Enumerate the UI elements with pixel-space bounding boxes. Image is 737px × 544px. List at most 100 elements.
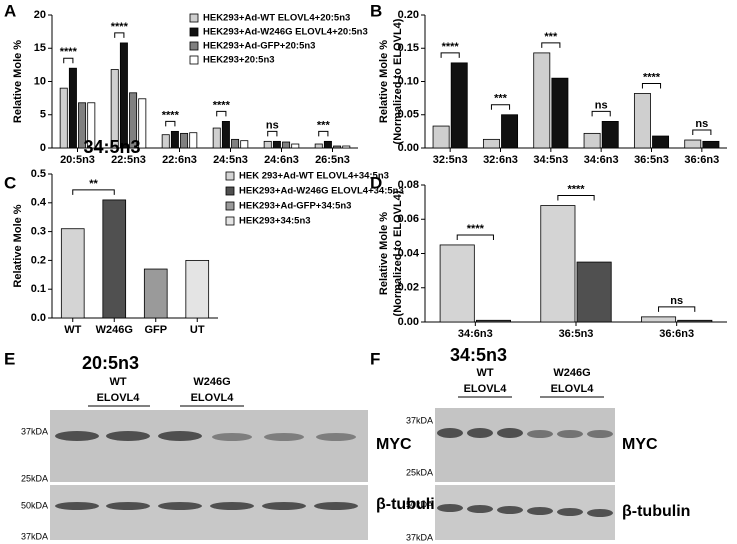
band-label: β-tubulin [622,503,690,520]
bar [501,114,519,149]
y-tick-label: 0.05 [398,109,419,121]
x-tick-label: 22:5n3 [111,154,146,166]
legend-swatch [189,41,199,51]
x-tick-label: UT [190,324,205,336]
legend-swatch [225,201,235,211]
chart-title: 34:5n3 [83,137,140,157]
x-tick-label: 36:5n3 [634,154,669,166]
y-tick-label: 0.5 [31,168,46,180]
bar [240,140,249,149]
y-tick-label: 20 [34,9,46,21]
significance-bracket [541,42,561,48]
panel-letter: D [370,173,382,192]
significance-bracket [641,82,662,89]
bar [60,228,85,319]
marker: 50kDA [21,500,48,510]
group-label: W246G [193,376,230,388]
x-tick-label: GFP [144,324,167,336]
marker: 37kDA [21,531,48,541]
blot-f: 34:5n3 WT ELOVL4 W246G ELOVL4 37kDA 25kD… [406,345,690,543]
y-axis-label: Relative Mole % [378,40,390,123]
x-tick-label: WT [64,324,81,336]
bar [314,143,323,149]
group-label: WT [476,367,493,379]
significance-bracket [658,306,696,312]
legend-swatch [225,216,235,226]
significance-bracket [114,32,125,38]
bar [180,132,189,149]
significance-label: *** [494,93,508,105]
bar [533,52,551,149]
bar [342,145,351,149]
legend-label: HEK293+Ad-W246G ELOVL4+34:5n3 [239,186,404,197]
y-tick-label: 0.1 [31,283,46,295]
y-tick-label: 0.0 [31,312,46,324]
significance-bracket [692,129,712,136]
blot-image [435,408,615,482]
bar [601,121,619,149]
y-tick-label: 0.20 [398,9,419,21]
legend-label: HEK293+Ad-GFP+20:5n3 [203,41,315,52]
bar [129,92,138,149]
significance-bracket [216,110,227,117]
bar [450,62,468,149]
x-tick-label: 22:6n3 [162,154,197,166]
y-tick-label: 10 [34,75,46,87]
x-tick-label: 36:6n3 [684,154,719,166]
x-tick-label: 24:6n3 [264,154,299,166]
band-label: MYC [376,436,412,453]
x-tick-label: 34:5n3 [533,154,568,166]
group-label: ELOVL4 [191,392,235,404]
bar [282,141,291,149]
y-tick-label: 0.06 [398,213,419,225]
significance-bracket [456,234,494,240]
legend-swatch [189,13,199,23]
panel-letter: F [370,349,380,368]
panel-letter: B [370,1,382,20]
bar [702,140,720,149]
band-label: β-tubulin [376,496,444,513]
significance-label: ns [266,119,279,131]
bar [576,261,612,323]
legend-label: HEK293+20:5n3 [203,55,275,66]
significance-bracket [440,52,460,58]
significance-label: **** [213,99,231,111]
bar [231,138,240,149]
y-tick-label: 0.02 [398,282,419,294]
panel-letter: E [4,349,15,368]
significance-label: ** [89,178,98,190]
significance-bracket [591,110,611,117]
bar [439,244,475,323]
bar [633,93,651,149]
bar [170,130,179,149]
bar [641,316,677,323]
significance-bracket [267,130,278,137]
y-tick-label: 0 [40,142,46,154]
y-tick-label: 15 [34,42,46,54]
y-axis-label: (Normalized to ELOVL4) [392,18,404,144]
bar [68,67,77,149]
marker: 25kDA [406,467,433,477]
significance-label: **** [111,21,129,33]
significance-bracket [165,120,176,127]
bar [551,77,569,149]
legend-label: HEK293+Ad-GFP+34:5n3 [239,201,351,212]
significance-label: **** [643,71,661,83]
significance-label: **** [442,41,460,53]
x-tick-label: 36:6n3 [659,328,694,340]
bar [221,121,230,149]
blot-title: 34:5n3 [450,345,507,365]
x-tick-label: 32:6n3 [483,154,518,166]
bar [677,319,713,323]
x-tick-label: 20:5n3 [60,154,95,166]
bar [161,134,170,149]
bands [437,428,613,517]
legend-label: HEK293+34:5n3 [239,216,311,227]
x-tick-label: 34:6n3 [458,328,493,340]
bar [119,42,128,149]
group-label: ELOVL4 [464,383,508,395]
significance-bracket [63,57,74,64]
bar [143,268,168,319]
significance-label: *** [317,119,331,131]
bar [189,132,198,149]
